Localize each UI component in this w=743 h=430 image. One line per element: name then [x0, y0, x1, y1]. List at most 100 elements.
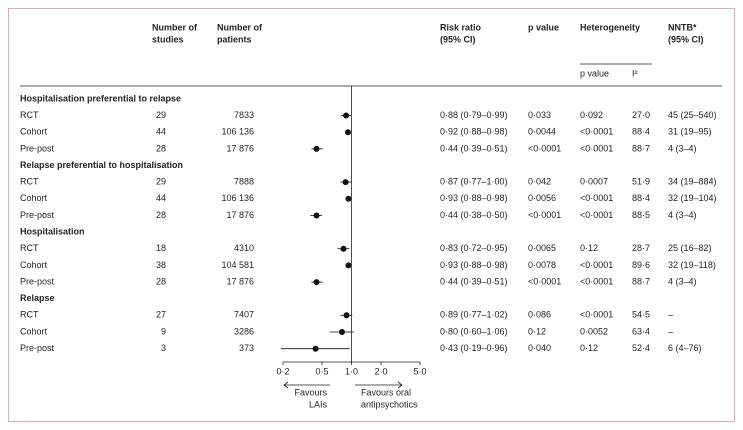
row-label: Pre-post [20, 143, 55, 153]
x-tick-label: 0·2 [276, 366, 289, 376]
cell-patients: 106 136 [221, 127, 254, 137]
cell-rr-label: 0·89 (0·77–1·02) [440, 310, 508, 320]
row-label: RCT [20, 243, 39, 253]
cell-het-p: 0·092 [580, 110, 603, 120]
estimate-point [313, 279, 320, 286]
cell-het-p: <0·0001 [580, 276, 613, 286]
cell-p: 0·033 [528, 110, 551, 120]
row-label: RCT [20, 176, 39, 186]
favours-left: LAIs [309, 399, 328, 409]
row-label: Cohort [20, 193, 48, 203]
column-header: Number of [152, 22, 198, 32]
cell-rr-label: 0·44 (0·39–0·51) [440, 276, 508, 286]
cell-rr-label: 0·92 (0·88–0·98) [440, 127, 508, 137]
estimate-point [343, 112, 350, 119]
cell-nntb: 4 (3–4) [668, 143, 697, 153]
cell-nntb: 6 (4–76) [668, 343, 702, 353]
cell-patients: 373 [239, 343, 254, 353]
favours-left: Favours [294, 387, 327, 397]
favours-right: antipsychotics [361, 399, 418, 409]
group-title: Relapse [20, 293, 55, 303]
cell-het-p: <0·0001 [580, 310, 613, 320]
cell-p: <0·0001 [528, 210, 561, 220]
arrow-right [355, 381, 403, 389]
cell-p: 0·040 [528, 343, 551, 353]
cell-rr-label: 0·88 (0·79–0·99) [440, 110, 508, 120]
estimate-point [342, 179, 349, 186]
cell-nntb: 32 (19–104) [668, 193, 717, 203]
cell-i2: 88·4 [632, 127, 650, 137]
cell-p: <0·0001 [528, 276, 561, 286]
column-header: Risk ratio [440, 22, 482, 32]
cell-i2: 54·5 [632, 310, 650, 320]
estimate-point [312, 345, 319, 352]
x-tick-label: 5·0 [413, 366, 426, 376]
x-tick-label: 0·5 [315, 366, 328, 376]
cell-i2: 51·9 [632, 176, 650, 186]
estimate-point [340, 245, 347, 252]
cell-i2: 27·0 [632, 110, 650, 120]
cell-i2: 52·4 [632, 343, 650, 353]
cell-rr-label: 0·44 (0·38–0·50) [440, 210, 508, 220]
cell-patients: 17 876 [226, 143, 254, 153]
column-header: p value [528, 22, 559, 32]
cell-nntb: 32 (19–118) [668, 260, 716, 270]
column-subheader: p value [580, 68, 609, 78]
cell-het-p: 0·0007 [580, 176, 608, 186]
cell-studies: 18 [156, 243, 166, 253]
cell-studies: 3 [161, 343, 166, 353]
estimate-point [313, 212, 320, 219]
cell-rr-label: 0·44 (0·39–0·51) [440, 143, 508, 153]
cell-i2: 88·4 [632, 193, 650, 203]
cell-studies: 44 [156, 127, 166, 137]
estimate-point [345, 195, 352, 202]
cell-studies: 28 [156, 210, 166, 220]
cell-i2: 88·5 [632, 210, 650, 220]
cell-p: 0·086 [528, 310, 551, 320]
cell-rr-label: 0·43 (0·19–0·96) [440, 343, 508, 353]
cell-het-p: 0·0052 [580, 326, 608, 336]
cell-p: 0·0065 [528, 243, 556, 253]
row-label: Pre-post [20, 210, 55, 220]
cell-nntb: 25 (16–82) [668, 243, 712, 253]
column-header: studies [152, 34, 184, 44]
group-title: Hospitalisation [20, 227, 85, 237]
row-label: Pre-post [20, 276, 55, 286]
cell-studies: 28 [156, 143, 166, 153]
cell-nntb: 31 (19–95) [668, 127, 712, 137]
column-header: (95% CI) [668, 34, 704, 44]
cell-studies: 44 [156, 193, 166, 203]
cell-het-p: <0·0001 [580, 127, 613, 137]
cell-nntb: 34 (19–884) [668, 176, 717, 186]
cell-patients: 4310 [234, 243, 254, 253]
row-label: Cohort [20, 260, 48, 270]
cell-nntb: 4 (3–4) [668, 210, 697, 220]
cell-het-p: 0·12 [580, 343, 598, 353]
cell-patients: 106 136 [221, 193, 254, 203]
cell-p: 0·0056 [528, 193, 556, 203]
estimate-point [343, 312, 350, 319]
cell-studies: 29 [156, 176, 166, 186]
row-label: Pre-post [20, 343, 55, 353]
cell-i2: 63·4 [632, 326, 650, 336]
cell-p: 0·042 [528, 176, 551, 186]
cell-rr-label: 0·93 (0·88–0·98) [440, 193, 508, 203]
column-subheader: I² [632, 68, 638, 78]
column-header: Heterogeneity [580, 22, 640, 32]
cell-patients: 3286 [234, 326, 254, 336]
cell-patients: 104 581 [221, 260, 254, 270]
frame [8, 8, 735, 422]
cell-rr-label: 0·80 (0·60–1·06) [440, 326, 508, 336]
cell-het-p: <0·0001 [580, 210, 613, 220]
cell-het-p: <0·0001 [580, 143, 613, 153]
cell-p: 0·0078 [528, 260, 556, 270]
cell-p: 0·0044 [528, 127, 556, 137]
cell-patients: 7888 [234, 176, 254, 186]
cell-i2: 88·7 [632, 143, 650, 153]
cell-patients: 7407 [234, 310, 254, 320]
cell-patients: 7833 [234, 110, 254, 120]
cell-het-p: <0·0001 [580, 260, 613, 270]
x-tick-label: 2·0 [374, 366, 387, 376]
